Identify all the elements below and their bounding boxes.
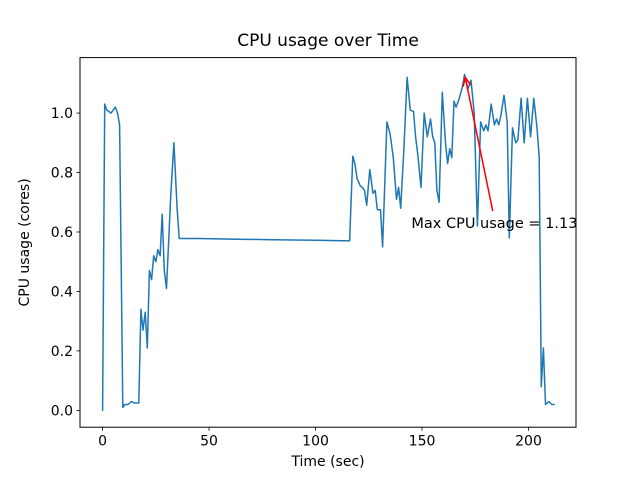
- svg-text:0.6: 0.6: [51, 225, 73, 241]
- svg-text:100: 100: [302, 434, 329, 450]
- y-axis-ticks: 0.0 0.2 0.4 0.6 0.8 1.0: [51, 106, 80, 419]
- svg-text:0.0: 0.0: [51, 403, 73, 419]
- svg-text:50: 50: [200, 434, 218, 450]
- svg-text:0.8: 0.8: [51, 166, 73, 182]
- svg-text:0: 0: [98, 434, 107, 450]
- svg-text:0.4: 0.4: [51, 284, 73, 300]
- cpu-usage-line: [101, 73, 555, 412]
- annotation-text: Max CPU usage = 1.13: [411, 216, 577, 232]
- x-axis-ticks: 0 50 100 150 200: [98, 427, 542, 450]
- y-axis-label: CPU usage (cores): [17, 178, 33, 306]
- svg-text:1.0: 1.0: [51, 106, 73, 122]
- svg-text:200: 200: [515, 434, 542, 450]
- chart-title: CPU usage over Time: [237, 31, 419, 51]
- annotation-arrow: [462, 76, 494, 212]
- x-axis-label: Time (sec): [290, 454, 364, 470]
- svg-text:0.2: 0.2: [51, 344, 73, 360]
- svg-text:150: 150: [409, 434, 436, 450]
